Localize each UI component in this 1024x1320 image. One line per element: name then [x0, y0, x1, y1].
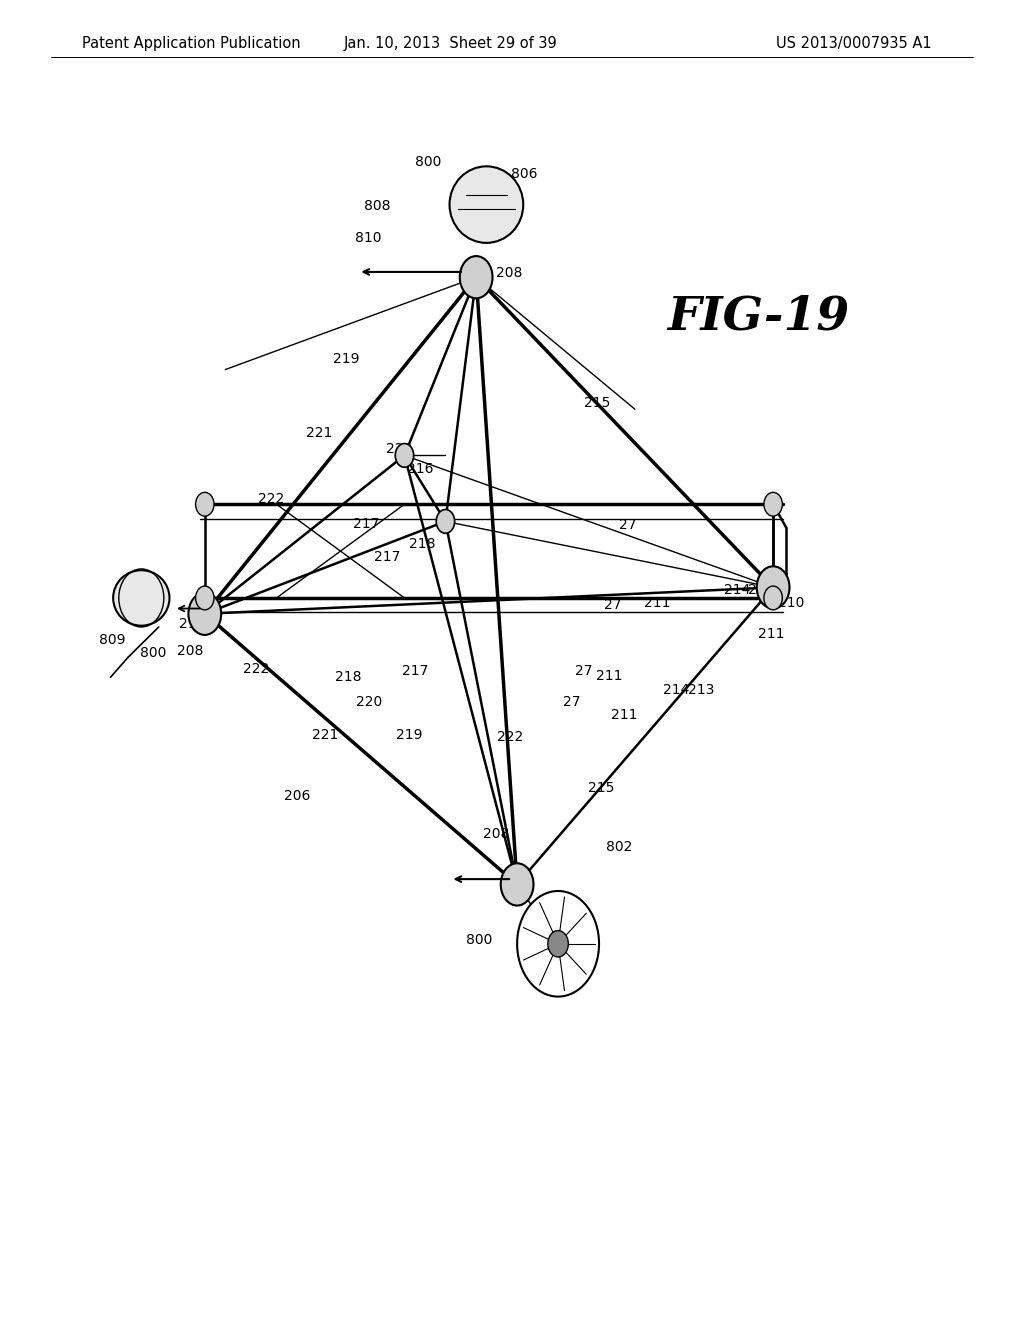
Text: 215: 215 [584, 396, 610, 409]
Circle shape [764, 492, 782, 516]
Circle shape [517, 891, 599, 997]
Text: 219: 219 [333, 352, 359, 366]
Circle shape [501, 863, 534, 906]
Text: 213: 213 [748, 583, 774, 597]
Text: Jan. 10, 2013  Sheet 29 of 39: Jan. 10, 2013 Sheet 29 of 39 [344, 36, 557, 51]
Text: 213: 213 [688, 684, 715, 697]
Text: 211: 211 [611, 709, 638, 722]
Text: 208: 208 [496, 267, 522, 280]
Text: 211: 211 [644, 597, 671, 610]
Text: 804: 804 [529, 954, 556, 968]
Text: 219: 219 [396, 729, 423, 742]
Text: 220: 220 [386, 442, 413, 455]
Text: 215: 215 [588, 781, 614, 795]
Text: 220: 220 [355, 696, 382, 709]
Text: 206: 206 [284, 789, 310, 803]
Circle shape [395, 444, 414, 467]
Text: 800: 800 [415, 156, 441, 169]
Text: 211: 211 [758, 627, 784, 640]
Ellipse shape [450, 166, 523, 243]
Text: 218: 218 [409, 537, 435, 550]
Circle shape [436, 510, 455, 533]
Text: 208: 208 [483, 828, 510, 841]
Text: 222: 222 [497, 730, 523, 743]
Text: 214: 214 [663, 684, 689, 697]
Text: 208: 208 [177, 644, 204, 657]
Circle shape [764, 586, 782, 610]
Text: Patent Application Publication: Patent Application Publication [82, 36, 301, 51]
Text: 217: 217 [374, 550, 400, 564]
Circle shape [757, 566, 790, 609]
Text: 27: 27 [618, 519, 637, 532]
Text: 27: 27 [603, 598, 622, 611]
Text: 216: 216 [407, 462, 433, 475]
Circle shape [196, 492, 214, 516]
Text: 222: 222 [258, 492, 285, 506]
Circle shape [460, 256, 493, 298]
Text: 809: 809 [99, 634, 126, 647]
Text: 222: 222 [243, 663, 269, 676]
Text: 806: 806 [511, 168, 538, 181]
Text: 808: 808 [364, 199, 390, 213]
Text: 211: 211 [596, 669, 623, 682]
Text: 217: 217 [353, 517, 380, 531]
Text: 219: 219 [179, 618, 206, 631]
Circle shape [196, 586, 214, 610]
Text: FIG-19: FIG-19 [667, 294, 849, 339]
Text: 214: 214 [724, 583, 751, 597]
Ellipse shape [114, 570, 170, 626]
Text: 810: 810 [355, 231, 382, 244]
Text: 221: 221 [306, 426, 333, 440]
Text: 27: 27 [562, 696, 581, 709]
Text: 218: 218 [335, 671, 361, 684]
Text: US 2013/0007935 A1: US 2013/0007935 A1 [776, 36, 932, 51]
Text: 217: 217 [401, 664, 428, 677]
Circle shape [548, 931, 568, 957]
Circle shape [188, 593, 221, 635]
Text: 800: 800 [140, 647, 167, 660]
Text: 210: 210 [778, 597, 805, 610]
Text: 221: 221 [312, 729, 339, 742]
Text: 802: 802 [606, 841, 633, 854]
Text: 800: 800 [466, 933, 493, 946]
Text: 27: 27 [574, 664, 593, 677]
